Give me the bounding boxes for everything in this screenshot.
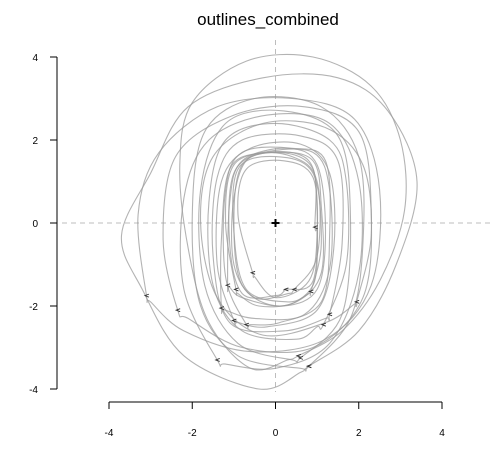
x-tick-label: -2 [188, 428, 197, 439]
chart-title: outlines_combined [197, 10, 339, 29]
outline-start-marker-20 [353, 299, 360, 304]
outline-series-18 [237, 159, 319, 299]
outline-start-marker-18 [249, 270, 256, 275]
outline-series-10 [215, 141, 336, 328]
outline-series-1 [179, 53, 407, 371]
outline-series-15 [228, 150, 319, 299]
x-tick-label: 2 [356, 428, 362, 439]
outline-series-14 [227, 147, 327, 307]
outline-start-marker-12 [218, 306, 225, 310]
outline-start-marker-10 [231, 318, 237, 323]
outline-series-2 [120, 73, 418, 390]
outline-start-marker-5 [214, 358, 220, 362]
outline-series-12 [220, 148, 333, 321]
outline-start-marker-15 [283, 287, 289, 292]
y-tick-label: -4 [29, 385, 38, 396]
outline-start-marker-4 [174, 308, 181, 313]
x-axis-ticks: -4 -2 0 2 4 [105, 402, 445, 439]
outlines [120, 53, 418, 390]
y-tick-label: -2 [29, 302, 38, 313]
outline-series-6 [191, 96, 365, 372]
start-markers [143, 225, 360, 369]
y-axis: -4 -2 0 2 4 [29, 53, 58, 396]
outline-series-17 [232, 155, 322, 303]
outline-series-8 [207, 122, 350, 341]
outline-series-19 [233, 151, 318, 307]
y-tick-label: 2 [32, 136, 38, 147]
outline-start-marker-7 [297, 355, 304, 360]
y-tick-label: 4 [32, 53, 38, 64]
reference-lines [62, 40, 490, 392]
y-axis-ticks: -4 -2 0 2 4 [29, 53, 57, 396]
outline-start-marker-11 [243, 322, 250, 327]
outline-series-13 [224, 151, 325, 308]
x-tick-label: 4 [439, 428, 445, 439]
outline-start-marker-19 [312, 225, 318, 230]
centroid-marker [271, 219, 280, 227]
x-tick-label: 0 [273, 428, 279, 439]
outline-start-marker-17 [308, 289, 314, 294]
outline-start-marker-6 [306, 364, 312, 369]
outline-series-7 [198, 109, 352, 364]
outline-start-marker-1 [295, 353, 302, 358]
outline-series-16 [230, 151, 321, 300]
outline-series-20 [199, 120, 373, 337]
outline-start-marker-14 [224, 283, 231, 288]
outline-start-marker-16 [291, 287, 297, 292]
outline-start-marker-13 [233, 287, 239, 292]
outline-series-11 [222, 146, 331, 329]
outline-series-4 [162, 105, 373, 354]
outline-start-marker-9 [326, 312, 333, 317]
y-tick-label: 0 [32, 219, 38, 230]
outline-series-3 [137, 97, 382, 353]
outline-start-marker-3 [143, 293, 150, 298]
x-tick-label: -4 [105, 428, 114, 439]
x-axis: -4 -2 0 2 4 [105, 401, 445, 439]
outline-series-9 [211, 133, 344, 333]
outline-start-marker-8 [320, 322, 327, 327]
